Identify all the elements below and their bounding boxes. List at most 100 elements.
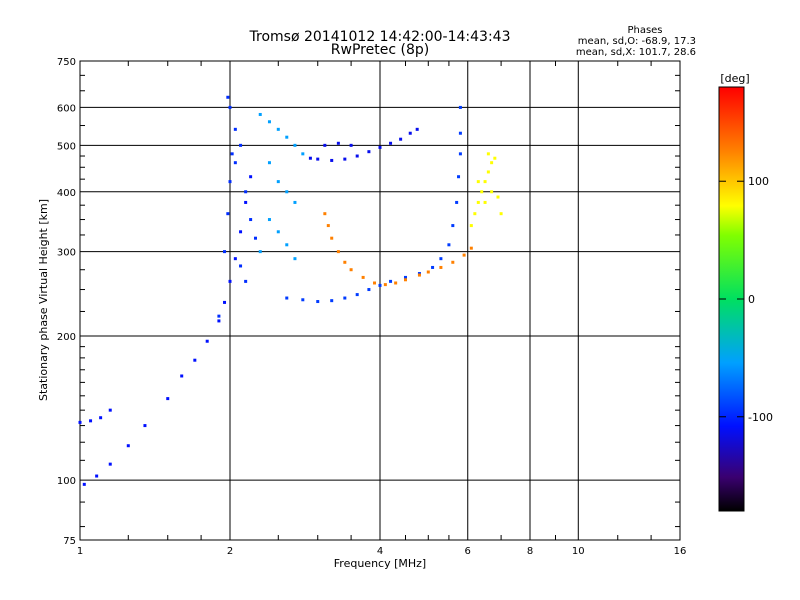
data-point	[193, 358, 197, 362]
data-point	[367, 150, 371, 154]
data-point	[228, 105, 232, 109]
data-point	[476, 180, 480, 184]
data-point	[426, 270, 430, 274]
data-point	[267, 161, 271, 165]
y-tick-label: 500	[57, 141, 76, 152]
data-point	[326, 224, 330, 228]
data-point	[451, 260, 455, 264]
data-point	[458, 131, 462, 135]
minor-ticks	[80, 61, 680, 540]
data-point	[361, 275, 365, 279]
y-axis-label: Stationary phase Virtual Height [km]	[37, 199, 50, 401]
data-point	[336, 141, 340, 145]
data-point	[217, 319, 221, 323]
data-point	[267, 218, 271, 222]
y-tick-labels: 75 100 200 300 400 500 600 750	[57, 57, 76, 547]
data-point	[378, 283, 382, 287]
data-point	[490, 161, 494, 165]
data-point	[349, 143, 353, 147]
data-point	[223, 250, 227, 254]
x-tick-labels: 1 2 4 6 8 10 16	[77, 546, 687, 557]
data-point	[285, 135, 289, 139]
stats-line-o: mean, sd,O: -68.9, 17.3	[578, 36, 696, 47]
x-tick-label: 1	[77, 546, 83, 557]
data-point	[285, 243, 289, 247]
data-point	[343, 157, 347, 161]
data-point	[431, 265, 435, 269]
y-tick-label: 75	[63, 536, 76, 547]
data-point	[239, 264, 243, 268]
data-point	[389, 279, 393, 283]
data-point	[95, 474, 99, 478]
x-tick-label: 2	[227, 546, 233, 557]
data-point	[233, 257, 237, 261]
colorbar-tick-label: 0	[748, 293, 755, 306]
data-point	[455, 200, 459, 204]
data-point	[343, 260, 347, 264]
data-point	[308, 156, 312, 160]
data-point	[276, 230, 280, 234]
data-point	[249, 218, 253, 222]
data-point	[415, 127, 419, 131]
data-point	[476, 200, 480, 204]
data-point	[108, 462, 112, 466]
data-point	[399, 137, 403, 141]
data-point	[285, 190, 289, 194]
data-point	[99, 416, 103, 420]
y-tick-label: 750	[57, 57, 76, 68]
data-point	[316, 157, 320, 161]
y-tick-label: 200	[57, 332, 76, 343]
data-point	[417, 273, 421, 277]
data-point	[394, 281, 398, 285]
data-point	[349, 268, 353, 272]
data-point	[483, 180, 487, 184]
x-tick-label: 10	[572, 546, 585, 557]
x-tick-label: 6	[465, 546, 471, 557]
data-point	[276, 127, 280, 131]
data-point	[301, 152, 305, 156]
data-point	[469, 246, 473, 250]
data-point	[403, 278, 407, 282]
data-point	[228, 180, 232, 184]
x-tick-label: 4	[377, 546, 383, 557]
data-point	[108, 408, 112, 412]
data-point	[301, 298, 305, 302]
data-point	[239, 230, 243, 234]
data-point	[389, 141, 393, 145]
data-point	[330, 299, 334, 303]
data-point	[451, 224, 455, 228]
data-point	[323, 143, 327, 147]
data-point	[205, 339, 209, 343]
y-tick-label: 600	[57, 103, 76, 114]
data-point	[493, 156, 497, 160]
data-point	[249, 175, 253, 179]
data-point	[343, 296, 347, 300]
y-tick-label: 100	[57, 476, 76, 487]
stats-title: Phases	[627, 25, 662, 36]
data-point	[417, 272, 421, 276]
data-point	[462, 253, 466, 257]
grid-lines	[80, 61, 680, 540]
data-point	[373, 281, 377, 285]
data-point	[276, 180, 280, 184]
data-point	[480, 190, 484, 194]
data-point	[473, 212, 477, 216]
y-tick-label: 400	[57, 188, 76, 199]
data-point	[486, 170, 490, 174]
x-tick-label: 8	[527, 546, 533, 557]
data-point	[166, 397, 170, 401]
data-point	[486, 152, 490, 156]
colorbar-ticks: 100 0 -100	[719, 175, 773, 424]
data-point	[78, 420, 82, 424]
data-point	[457, 175, 461, 179]
data-point	[403, 275, 407, 279]
data-point	[336, 250, 340, 254]
chart-title: Tromsø 20141012 14:42:00-14:43:43	[249, 29, 511, 45]
data-point	[244, 190, 248, 194]
data-point	[367, 288, 371, 292]
colorbar-label: [deg]	[720, 72, 749, 85]
data-point	[378, 145, 382, 149]
data-point	[258, 112, 262, 116]
data-point	[230, 152, 234, 156]
